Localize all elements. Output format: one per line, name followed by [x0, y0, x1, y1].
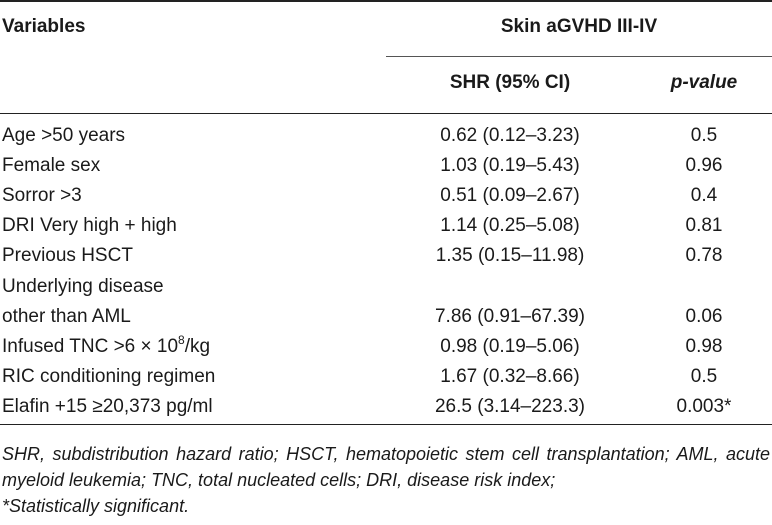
row-variable: Age >50 years [2, 125, 126, 146]
footnote-significance: *Statistically significant. [2, 496, 190, 516]
row-variable: DRI Very high + high [2, 215, 177, 236]
row-variable: Sorror >3 [2, 185, 82, 206]
header-group: Skin aGVHD III-IV [500, 16, 658, 37]
row-variable: Underlying disease [2, 276, 164, 297]
row-shr: 0.51 (0.09–2.67) [440, 185, 580, 206]
row-shr: 0.98 (0.19–5.06) [440, 336, 580, 357]
row-p: 0.78 [685, 245, 723, 266]
row-shr: 1.67 (0.32–8.66) [440, 366, 580, 387]
row-p: 0.98 [685, 336, 723, 357]
header-shr: SHR (95% CI) [449, 72, 571, 93]
row-variable: Female sex [2, 155, 101, 176]
row-p: 0.96 [685, 155, 723, 176]
row-shr: 26.5 (3.14–223.3) [434, 396, 585, 417]
row-p: 0.06 [685, 306, 723, 327]
row-shr: 1.35 (0.15–11.98) [435, 245, 585, 266]
row-p: 0.81 [685, 215, 723, 236]
group-rule [386, 56, 772, 57]
row-variable: Elafin +15 ≥20,373 pg/ml [2, 396, 213, 417]
exponent: 8 [178, 332, 185, 347]
row-p: 0.003* [676, 396, 732, 417]
footnote-abbreviations: SHR, subdistribution hazard ratio; HSCT,… [2, 444, 770, 490]
variable-suffix: /kg [184, 336, 211, 357]
bottom-rule [0, 424, 772, 425]
row-p: 0.5 [690, 125, 718, 146]
row-variable: Previous HSCT [2, 245, 133, 266]
row-p: 0.5 [690, 366, 718, 387]
header-rule [0, 113, 772, 114]
row-shr: 7.86 (0.91–67.39) [434, 306, 585, 327]
variable-prefix: Infused TNC >6 × 10 [2, 336, 179, 357]
row-variable: RIC conditioning regimen [2, 366, 216, 387]
top-rule [0, 0, 772, 2]
row-shr: 0.62 (0.12–3.23) [440, 125, 580, 146]
row-shr: 1.03 (0.19–5.43) [440, 155, 580, 176]
row-p: 0.4 [690, 185, 718, 206]
header-variables: Variables [2, 16, 86, 37]
row-variable: other than AML [2, 306, 131, 327]
header-p-value: p-value [670, 72, 738, 93]
table-footnote: SHR, subdistribution hazard ratio; HSCT,… [2, 441, 770, 519]
row-variable: Infused TNC >6 × 108/kg [2, 332, 211, 359]
row-shr: 1.14 (0.25–5.08) [440, 215, 580, 236]
